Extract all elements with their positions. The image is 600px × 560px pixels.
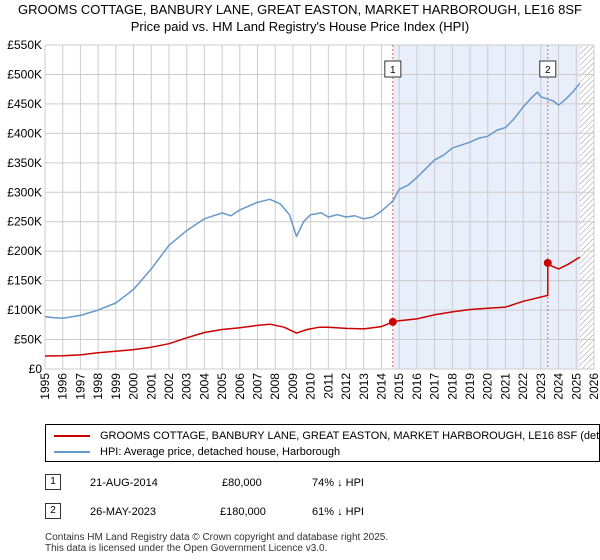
x-tick-label: 2009: [286, 373, 300, 400]
chart-subtitle: Price paid vs. HM Land Registry's House …: [130, 19, 470, 34]
x-tick-label: 2017: [428, 373, 442, 400]
sale-point: [543, 258, 552, 267]
sale-point: [388, 317, 397, 326]
x-tick-label: 2022: [516, 373, 530, 400]
x-tick-label: 2018: [445, 373, 459, 400]
x-tick-label: 2010: [304, 373, 318, 400]
y-tick-label: £50K: [14, 333, 42, 347]
transaction-date: 26-MAY-2023: [90, 506, 157, 518]
legend: GROOMS COTTAGE, BANBURY LANE, GREAT EAST…: [45, 424, 600, 462]
transaction-date: 21-AUG-2014: [90, 477, 158, 489]
transaction-badge: 1: [45, 474, 61, 490]
sale-marker-label: 1: [390, 65, 396, 76]
chart-title: GROOMS COTTAGE, BANBURY LANE, GREAT EAST…: [18, 2, 582, 17]
footer-copyright: Contains HM Land Registry data © Crown c…: [45, 532, 389, 543]
y-tick-label: £500K: [7, 67, 42, 81]
future-hatch-region: [579, 45, 594, 369]
sale-marker-badge: [539, 60, 557, 78]
x-tick-label: 2024: [552, 373, 566, 400]
x-tick-label: 1996: [56, 373, 70, 400]
y-tick-label: £0: [29, 362, 43, 376]
x-tick-label: 1998: [91, 373, 105, 400]
legend-label-property: GROOMS COTTAGE, BANBURY LANE, GREAT EAST…: [100, 430, 600, 442]
x-tick-label: 1995: [38, 373, 52, 400]
transaction-badge: 2: [45, 503, 61, 519]
transaction-row: 1 21-AUG-2014 £80,000 74% ↓ HPI: [0, 473, 600, 493]
transaction-hpi: 61% ↓ HPI: [312, 506, 364, 518]
x-tick-label: 2011: [321, 373, 335, 399]
x-tick-label: 2019: [463, 373, 477, 400]
price-chart: 1 2 £0 £50K £100K £150K £200K £250K £300K £350K £4…: [7, 38, 600, 400]
x-tick-label: 2014: [374, 373, 388, 400]
legend-label-hpi: HPI: Average price, detached house, Harb…: [100, 446, 341, 458]
x-tick-label: 2020: [481, 373, 495, 400]
x-tick-label: 2021: [498, 373, 512, 400]
legend-swatch-property: [54, 435, 90, 437]
x-tick-label: 2001: [144, 373, 158, 400]
x-tick-label: 2005: [215, 373, 229, 400]
x-tick-label: 2002: [162, 373, 176, 400]
y-tick-label: £400K: [7, 126, 42, 140]
x-tick-label: 2013: [357, 373, 371, 400]
x-tick-label: 2023: [534, 373, 548, 400]
hpi-line: [44, 82, 581, 320]
y-tick-label: £150K: [7, 274, 42, 288]
transaction-hpi: 74% ↓ HPI: [312, 477, 364, 489]
x-tick-label: 1997: [73, 373, 87, 400]
x-tick-label: 2000: [127, 373, 141, 400]
y-tick-label: £200K: [7, 244, 42, 258]
y-tick-label: £450K: [7, 97, 42, 111]
y-tick-label: £300K: [7, 185, 42, 199]
footer: Contains HM Land Registry data © Crown c…: [45, 532, 388, 554]
x-tick-label: 2025: [569, 373, 583, 400]
x-tick-label: 2003: [180, 373, 194, 400]
footer-licence: This data is licensed under the Open Gov…: [45, 543, 328, 554]
x-tick-label: 2007: [251, 373, 265, 400]
sale-marker-label: 2: [545, 65, 551, 76]
x-tick-label: 2012: [339, 373, 353, 400]
transaction-price: £80,000: [222, 477, 262, 489]
x-tick-label: 2015: [392, 373, 406, 400]
sale-marker-badge: [384, 60, 402, 78]
x-tick-label: 2006: [233, 373, 247, 400]
y-tick-label: £250K: [7, 215, 42, 229]
shaded-region: [392, 45, 580, 369]
x-tick-label: 2008: [268, 373, 282, 400]
x-tick-label: 2026: [587, 373, 600, 400]
x-tick-label: 2004: [197, 373, 211, 400]
legend-swatch-hpi: [54, 451, 90, 453]
y-tick-label: £100K: [7, 303, 42, 317]
transaction-row: 2 26-MAY-2023 £180,000 61% ↓ HPI: [0, 502, 600, 522]
transaction-price: £180,000: [220, 506, 266, 518]
x-tick-label: 2016: [410, 373, 424, 400]
property-price-line: [44, 256, 581, 357]
y-tick-label: £550K: [7, 38, 42, 52]
x-tick-label: 1999: [109, 373, 123, 400]
y-tick-label: £350K: [7, 156, 42, 170]
